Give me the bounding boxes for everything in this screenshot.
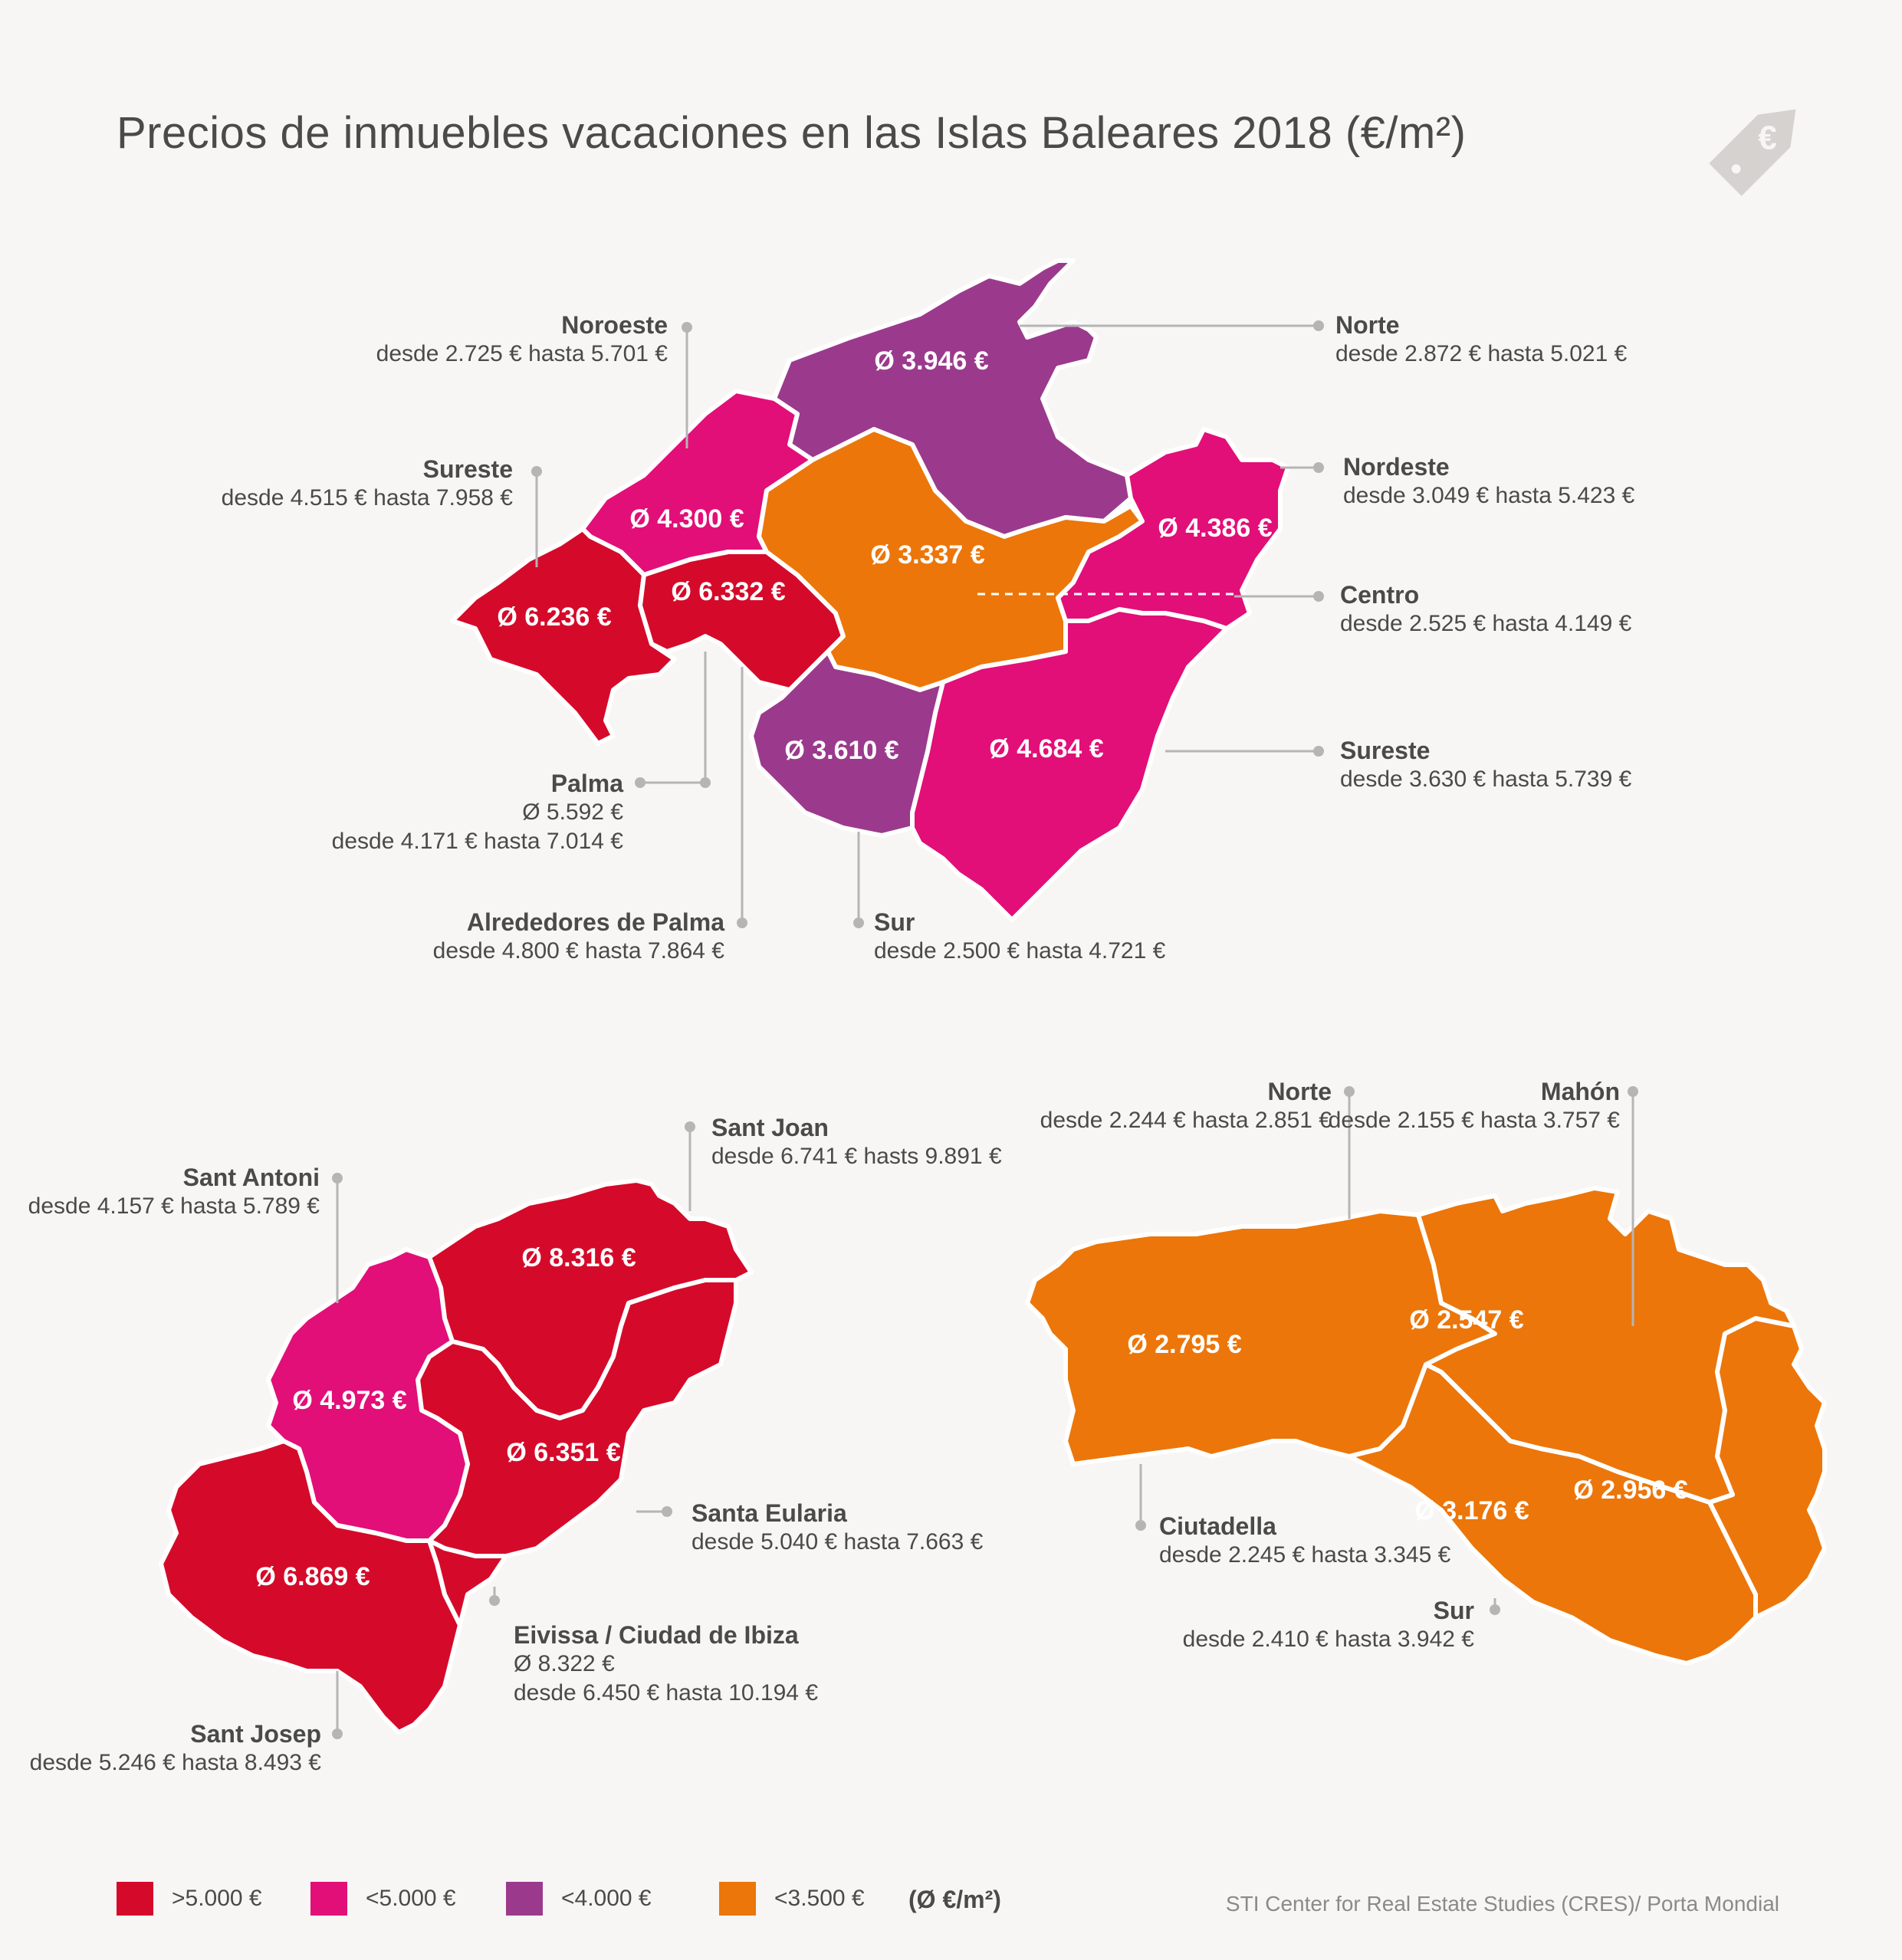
region-range: desde 2.525 € hasta 4.149 € (1340, 611, 1632, 636)
label-mallorca-centro: Centro desde 2.525 € hasta 4.149 € (1340, 580, 1631, 639)
region-avg: Ø 5.592 € (522, 799, 623, 825)
region-name: Ciutadella (1159, 1512, 1276, 1540)
label-mallorca-sureste-east: Sureste desde 3.630 € hasta 5.739 € (1340, 736, 1631, 794)
source-credit: STI Center for Real Estate Studies (CRES… (1225, 1892, 1779, 1916)
region-range: desde 5.246 € hasta 8.493 € (29, 1750, 321, 1775)
avg-mallorca-noroeste: Ø 4.300 € (629, 504, 744, 534)
region-range: desde 6.741 € hasts 9.891 € (711, 1144, 1002, 1169)
legend-unit: (Ø €/m²) (908, 1886, 1001, 1913)
region-range: desde 3.630 € hasta 5.739 € (1340, 767, 1632, 792)
region-range: desde 2.410 € hasta 3.942 € (1182, 1627, 1474, 1652)
region-name: Sant Josep (190, 1720, 321, 1748)
region-range: desde 6.450 € hasta 10.194 € (514, 1680, 819, 1706)
avg-mallorca-sureste-west: Ø 6.236 € (497, 602, 611, 632)
label-ibiza-sant-joan: Sant Joan desde 6.741 € hasts 9.891 € (711, 1113, 1002, 1171)
avg-ibiza-sant-josep: Ø 6.869 € (255, 1562, 370, 1591)
avg-menorca-ciutadella: Ø 2.795 € (1127, 1330, 1241, 1359)
region-name: Palma (550, 770, 623, 797)
label-menorca-sur: Sur desde 2.410 € hasta 3.942 € (1183, 1596, 1474, 1654)
leader-lines (332, 320, 1638, 1739)
legend-label: <5.000 € (366, 1886, 456, 1911)
region-name: Alrededores de Palma (466, 908, 724, 936)
legend-swatch (719, 1882, 756, 1916)
region-name: Sureste (1340, 737, 1431, 764)
legend-item-lt5000: <5.000 € (310, 1882, 456, 1916)
region-range: desde 2.244 € hasta 2.851 € (1040, 1108, 1332, 1133)
legend-label: <4.000 € (561, 1886, 652, 1911)
avg-mallorca-alrededores: Ø 6.332 € (671, 577, 785, 606)
legend-label: <3.500 € (774, 1886, 865, 1911)
region-name: Nordeste (1343, 453, 1450, 481)
price-tag-icon: € (1709, 109, 1796, 196)
region-name: Sur (874, 908, 915, 936)
region-mallorca-sur[interactable] (749, 649, 945, 838)
label-ibiza-santa-eularia: Santa Eularia desde 5.040 € hasta 7.663 … (691, 1499, 983, 1557)
region-name: Norte (1335, 311, 1400, 339)
region-range: desde 2.725 € hasta 5.701 € (376, 341, 668, 366)
region-range: desde 4.515 € hasta 7.958 € (221, 485, 513, 511)
avg-mallorca-sur: Ø 3.610 € (784, 736, 898, 765)
region-name: Centro (1340, 581, 1420, 609)
region-range: desde 2.872 € hasta 5.021 € (1335, 341, 1628, 366)
legend-label: >5.000 € (172, 1886, 262, 1911)
region-name: Sureste (422, 455, 513, 483)
label-mallorca-norte: Norte desde 2.872 € hasta 5.021 € (1335, 310, 1627, 369)
label-menorca-mahon: Mahón desde 2.155 € hasta 3.757 € (1329, 1077, 1620, 1135)
region-range: desde 3.049 € hasta 5.423 € (1343, 483, 1635, 508)
avg-mallorca-centro: Ø 3.337 € (870, 540, 984, 570)
region-name: Sant Antoni (182, 1164, 320, 1191)
page-title: Precios de inmuebles vacaciones en las I… (117, 108, 1467, 158)
region-range: desde 5.040 € hasta 7.663 € (691, 1529, 984, 1555)
label-ibiza-sant-josep: Sant Josep desde 5.246 € hasta 8.493 € (30, 1719, 321, 1778)
avg-menorca-sur: Ø 3.176 € (1414, 1496, 1529, 1525)
label-ibiza-sant-antoni: Sant Antoni desde 4.157 € hasta 5.789 € (28, 1163, 320, 1221)
label-menorca-norte: Norte desde 2.244 € hasta 2.851 € (1040, 1077, 1332, 1135)
svg-text:€: € (1758, 119, 1776, 156)
region-name: Mahón (1540, 1078, 1620, 1105)
region-name: Noroeste (561, 311, 668, 339)
region-menorca-sur[interactable] (1347, 1362, 1758, 1666)
region-range: desde 2.155 € hasta 3.757 € (1328, 1108, 1620, 1133)
label-mallorca-palma: Palma Ø 5.592 € desde 4.171 € hasta 7.01… (332, 769, 623, 856)
region-ibiza-eivissa[interactable] (427, 1538, 508, 1627)
label-mallorca-noroeste: Noroeste desde 2.725 € hasta 5.701 € (376, 310, 668, 369)
label-mallorca-sureste-west: Sureste desde 4.515 € hasta 7.958 € (222, 455, 513, 513)
region-range: desde 4.800 € hasta 7.864 € (432, 938, 724, 964)
label-ibiza-eivissa: Eivissa / Ciudad de Ibiza Ø 8.322 € desd… (514, 1620, 818, 1708)
region-range: desde 2.500 € hasta 4.721 € (874, 938, 1166, 964)
legend-item-lt3500: <3.500 € (719, 1882, 865, 1916)
avg-ibiza-sant-joan: Ø 8.316 € (521, 1243, 636, 1272)
region-name: Sur (1433, 1597, 1474, 1624)
region-avg: Ø 8.322 € (514, 1651, 615, 1676)
label-mallorca-sur: Sur desde 2.500 € hasta 4.721 € (874, 908, 1165, 966)
avg-ibiza-santa-eularia: Ø 6.351 € (506, 1438, 620, 1467)
avg-menorca-mahon: Ø 2.956 € (1573, 1476, 1687, 1505)
label-mallorca-nordeste: Nordeste desde 3.049 € hasta 5.423 € (1343, 452, 1634, 511)
label-menorca-ciutadella: Ciutadella desde 2.245 € hasta 3.345 € (1159, 1512, 1450, 1570)
legend-swatch (117, 1882, 153, 1916)
region-name: Norte (1267, 1078, 1332, 1105)
label-mallorca-alrededores: Alrededores de Palma desde 4.800 € hasta… (433, 908, 724, 966)
legend-swatch (506, 1882, 543, 1916)
legend-item-lt4000: <4.000 € (506, 1882, 652, 1916)
region-range: desde 4.157 € hasta 5.789 € (28, 1193, 320, 1219)
legend-swatch (310, 1882, 347, 1916)
region-name: Sant Joan (711, 1114, 829, 1141)
region-range: desde 4.171 € hasta 7.014 € (331, 829, 623, 854)
avg-mallorca-nordeste: Ø 4.386 € (1158, 514, 1272, 543)
region-range: desde 2.245 € hasta 3.345 € (1159, 1542, 1451, 1568)
avg-mallorca-sureste-east: Ø 4.684 € (989, 734, 1103, 763)
legend-item-gt5000: >5.000 € (117, 1882, 262, 1916)
region-menorca-mahon[interactable] (1707, 1316, 1827, 1620)
region-ibiza-sant-josep[interactable] (159, 1439, 462, 1735)
region-name: Santa Eularia (691, 1499, 847, 1527)
avg-ibiza-sant-antoni: Ø 4.973 € (292, 1386, 406, 1415)
region-mallorca-nordeste[interactable] (1056, 427, 1290, 631)
avg-menorca-norte: Ø 2.547 € (1409, 1305, 1523, 1335)
region-name: Eivissa / Ciudad de Ibiza (514, 1621, 799, 1649)
avg-mallorca-norte: Ø 3.946 € (874, 346, 988, 376)
